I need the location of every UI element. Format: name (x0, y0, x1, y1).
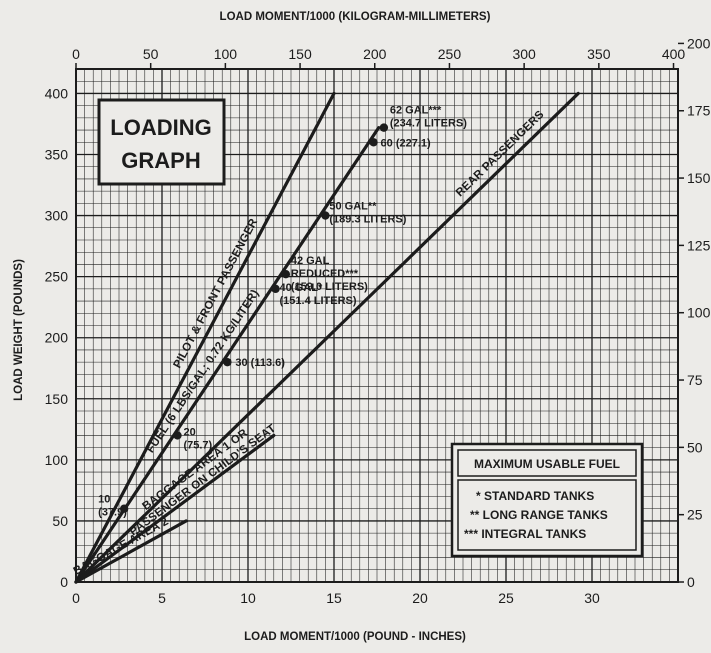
fuel-point-label: (159.0 LITERS) (291, 281, 368, 293)
legend-title-frame (457, 449, 637, 477)
y2-tick-label: 200 (687, 35, 711, 51)
series-line (74, 91, 336, 584)
legend-box: MAXIMUM USABLE FUEL * STANDARD TANKS ** … (450, 442, 644, 558)
x2-tick-label: 400 (662, 46, 686, 62)
x2-tick-label: 0 (72, 46, 80, 62)
fuel-point-label: 20 (183, 426, 195, 438)
fuel-points: 10(37.9) 20(75.7) 30 (113.6) 40 GAL*(151.4 … (98, 105, 467, 519)
x2-tick-label: 300 (512, 46, 536, 62)
fuel-point-marker (271, 284, 280, 294)
x2-axis-title: LOAD MOMENT/1000 (KILOGRAM-MILLIMETERS) (220, 11, 491, 23)
legend-frame (450, 442, 644, 558)
y-tick-label: 0 (60, 574, 68, 590)
x-tick-label: 15 (326, 590, 342, 606)
y-axis-title: LOAD WEIGHT (POUNDS) (13, 259, 25, 401)
fuel-point-marker (321, 211, 330, 220)
fuel-point-label: 40 GAL* (280, 282, 324, 294)
legend-item-standard: * STANDARD TANKS (476, 489, 594, 503)
fuel-point-label: 30 (113.6) (235, 357, 285, 369)
x2-tick-label: 200 (363, 46, 387, 62)
y2-tick-label: 125 (687, 237, 711, 253)
x-tick-label: 0 (72, 590, 80, 606)
y-tick-label: 100 (45, 452, 69, 468)
fuel-point-label: 50 GAL** (329, 201, 377, 213)
fuel-point-label: 42 GAL (291, 255, 330, 267)
chart-title-line-2: GRAPH (121, 148, 200, 173)
y-tick-label: 400 (45, 85, 69, 101)
y2-tick-label: 75 (687, 372, 703, 388)
legend-item-integral: *** INTEGRAL TANKS (464, 527, 586, 541)
y-tick-label: 200 (45, 330, 69, 346)
y-tick-label: 250 (45, 269, 69, 285)
fuel-point-label: (189.3 LITERS) (329, 214, 406, 226)
x2-tick-label: 100 (214, 46, 238, 62)
legend-title: MAXIMUM USABLE FUEL (474, 457, 620, 471)
title-frame (97, 98, 226, 186)
series-line (74, 519, 188, 584)
x-tick-label: 10 (240, 590, 256, 606)
chart-title-line-1: LOADING (110, 115, 211, 140)
series-line (74, 433, 276, 584)
y2-tick-label: 100 (687, 305, 711, 321)
x-axis-title: LOAD MOMENT/1000 (POUND - INCHES) (244, 631, 466, 643)
y2-tick-label: 175 (687, 103, 711, 119)
fuel-point-label: 60 (227.1) (381, 137, 431, 149)
y-tick-label: 350 (45, 147, 69, 163)
y-tick-label: 50 (52, 513, 68, 529)
y-tick-label: 300 (45, 208, 69, 224)
x-tick-label: 20 (412, 590, 428, 606)
fuel-point-label: 10 (98, 494, 110, 506)
fuel-point-marker (223, 357, 232, 367)
y-tick-label: 150 (45, 391, 69, 407)
y2-tick-label: 50 (687, 439, 703, 455)
x2-tick-label: 50 (143, 46, 159, 62)
fuel-point-label: (37.9) (98, 507, 127, 519)
x2-tick-label: 150 (288, 46, 312, 62)
fuel-point-label: 62 GAL*** (390, 105, 442, 117)
fuel-point-label: REDUCED*** (291, 268, 359, 280)
series-line (74, 91, 580, 584)
y2-tick-label: 150 (687, 170, 711, 186)
x-tick-label: 25 (498, 590, 514, 606)
x-tick-label: 30 (584, 590, 600, 606)
legend-item-long-range: ** LONG RANGE TANKS (470, 508, 608, 522)
fuel-point-marker (119, 504, 129, 513)
x-tick-label: 5 (158, 590, 166, 606)
fuel-point-marker (281, 270, 291, 279)
y2-tick-label: 0 (687, 574, 695, 590)
x2-tick-label: 250 (438, 46, 462, 62)
fuel-point-marker (173, 431, 182, 440)
fuel-point-marker (379, 123, 389, 132)
fuel-point-label: (151.4 LITERS) (280, 295, 357, 307)
x2-tick-label: 350 (587, 46, 611, 62)
fuel-point-label: (234.7 LITERS) (390, 118, 467, 130)
title-box: LOADING GRAPH (97, 98, 226, 186)
y2-tick-label: 25 (687, 507, 703, 523)
plot-frame (75, 68, 679, 583)
legend-items-frame (457, 479, 637, 551)
fuel-point-marker (369, 138, 378, 147)
fuel-point-label: (75.7) (183, 439, 212, 451)
